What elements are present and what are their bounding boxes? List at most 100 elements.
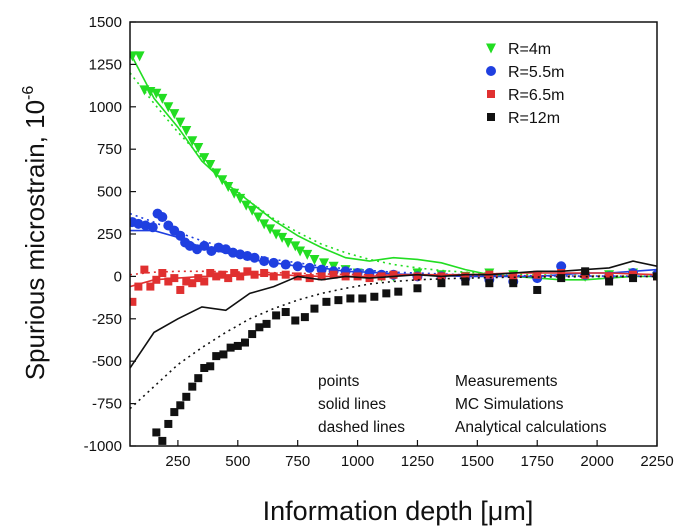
data-point: [158, 269, 167, 278]
data-point: [199, 240, 210, 251]
data-point: [280, 259, 291, 270]
data-point: [140, 265, 149, 274]
data-point: [557, 269, 566, 278]
data-point: [272, 311, 281, 320]
data-point: [187, 136, 198, 147]
data-point: [134, 51, 145, 62]
data-point: [219, 350, 228, 359]
data-point: [533, 270, 542, 279]
annotation-key: solid lines: [318, 396, 386, 413]
data-point: [240, 338, 249, 347]
data-point: [181, 126, 192, 137]
y-tick-label: -250: [92, 311, 122, 328]
plot-content: [130, 51, 657, 445]
data-point: [317, 272, 326, 281]
data-point: [259, 219, 270, 230]
data-point: [170, 408, 179, 417]
y-tick-label: 1000: [89, 99, 122, 116]
x-tick-label: 750: [285, 453, 310, 470]
data-point: [292, 261, 303, 272]
data-point: [211, 168, 222, 179]
data-point: [394, 287, 403, 296]
data-point: [290, 241, 301, 252]
y-axis-title-main: Spurious microstrain, 10: [20, 100, 50, 380]
annotation-meaning: Analytical calculations: [455, 419, 607, 436]
data-point: [205, 159, 216, 170]
data-point: [581, 267, 590, 276]
legend-label: R=12m: [508, 110, 560, 127]
data-point: [158, 436, 167, 445]
data-point: [557, 274, 566, 283]
data-point: [291, 316, 300, 325]
data-point: [247, 205, 258, 216]
legend-marker: [487, 90, 495, 98]
data-point: [212, 352, 221, 361]
data-point: [300, 313, 309, 322]
legend-item: R=5.5m: [486, 64, 564, 81]
data-point: [175, 117, 186, 128]
data-point: [255, 323, 264, 332]
data-point: [413, 272, 422, 281]
data-point: [253, 212, 264, 223]
data-point: [346, 294, 355, 303]
data-point: [194, 374, 203, 383]
data-point: [304, 262, 315, 273]
data-point: [509, 279, 518, 288]
mc-simulation-line: [130, 260, 657, 369]
data-point: [188, 382, 197, 391]
legend-item: R=4m: [486, 41, 551, 58]
data-point: [319, 258, 330, 269]
x-axis: 250 500 750 1000 1250 1500 1750 2000 2250: [165, 440, 674, 470]
plot-frame: [129, 21, 658, 447]
legend-marker: [486, 66, 496, 76]
series-3: [130, 260, 657, 445]
data-point: [233, 341, 242, 350]
data-point: [485, 279, 494, 288]
data-point: [281, 308, 290, 317]
data-point: [151, 88, 162, 99]
data-point: [226, 343, 235, 352]
data-point: [152, 275, 161, 284]
annotation-meaning: MC Simulations: [455, 396, 564, 413]
data-point: [461, 277, 470, 286]
data-point: [188, 279, 197, 288]
y-tick-label: 250: [97, 226, 122, 243]
data-point: [437, 279, 446, 288]
data-point: [302, 249, 313, 260]
data-point: [229, 188, 240, 199]
data-point: [260, 269, 269, 278]
data-point: [271, 229, 282, 240]
legend: R=4m R=5.5m R=6.5m R=12m: [486, 41, 564, 127]
data-point: [629, 274, 638, 283]
data-point: [224, 274, 233, 283]
data-point: [413, 284, 422, 293]
y-tick-label: 750: [97, 141, 122, 158]
data-point: [322, 297, 331, 306]
data-point: [169, 109, 180, 120]
data-point: [265, 224, 276, 235]
data-point: [533, 285, 542, 294]
data-point: [277, 232, 288, 243]
legend-item: R=12m: [487, 110, 560, 127]
data-point: [377, 272, 386, 281]
data-point: [248, 330, 257, 339]
data-point: [316, 264, 327, 275]
data-point: [217, 175, 228, 186]
x-tick-label: 1500: [461, 453, 494, 470]
data-point: [353, 272, 362, 281]
data-point: [605, 272, 614, 281]
x-tick-label: 2000: [580, 453, 613, 470]
x-tick-label: 1250: [401, 453, 434, 470]
y-tick-label: 1250: [89, 56, 122, 73]
y-tick-label: -1000: [84, 438, 122, 455]
data-point: [653, 272, 657, 281]
data-point: [268, 257, 279, 268]
analytical-line: [130, 275, 657, 410]
legend-label: R=5.5m: [508, 64, 564, 81]
x-tick-label: 500: [225, 453, 250, 470]
x-tick-label: 1750: [521, 453, 554, 470]
data-point: [269, 272, 278, 281]
data-point: [230, 269, 239, 278]
x-tick-label: 250: [165, 453, 190, 470]
